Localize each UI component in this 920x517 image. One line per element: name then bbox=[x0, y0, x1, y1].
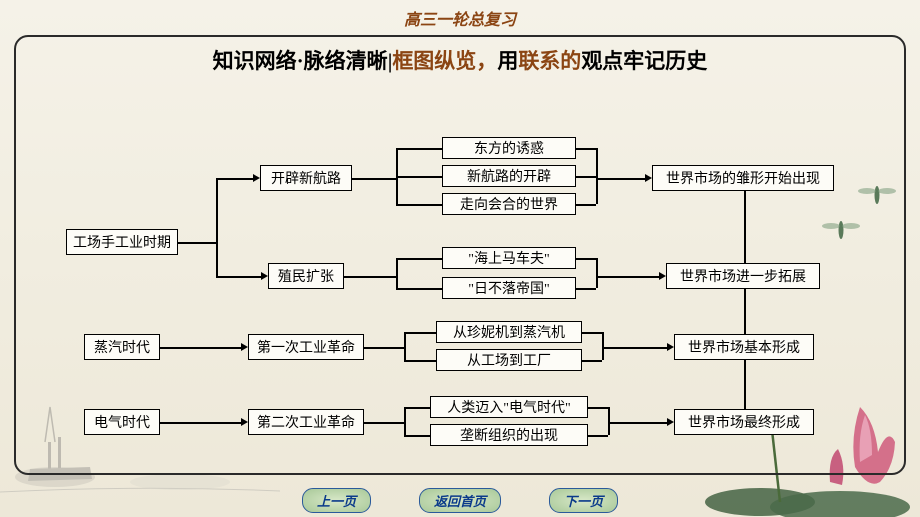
flowchart-diagram: 工场手工业时期蒸汽时代电气时代 开辟新航路殖民扩张第一次工业革命第二次工业革命 东方… bbox=[16, 79, 904, 459]
node-r1: 世界市场的雏形开始出现 bbox=[652, 165, 834, 191]
node-d1: 东方的诱惑 bbox=[442, 137, 576, 159]
diagram-title: 知识网络·脉络清晰|框图纵览，用联系的观点牢记历史 bbox=[16, 37, 904, 79]
node-d5: "日不落帝国" bbox=[442, 277, 576, 299]
node-era1: 工场手工业时期 bbox=[66, 229, 178, 255]
node-d2: 新航路的开辟 bbox=[442, 165, 576, 187]
prev-button[interactable]: 上一页 bbox=[302, 488, 371, 513]
node-mid3: 第一次工业革命 bbox=[248, 334, 364, 360]
node-d7: 从工场到工厂 bbox=[436, 349, 582, 371]
title-part-b4: 观点牢记历史 bbox=[581, 49, 707, 73]
node-d9: 垄断组织的出现 bbox=[430, 424, 588, 446]
title-part-a: 知识网络·脉络清晰 bbox=[213, 49, 388, 73]
node-r4: 世界市场最终形成 bbox=[674, 409, 814, 435]
node-d8: 人类迈入"电气时代" bbox=[430, 396, 588, 418]
footer-nav: 上一页 返回首页 下一页 bbox=[0, 488, 920, 513]
node-mid2: 殖民扩张 bbox=[268, 263, 344, 289]
page-header: 高三一轮总复习 bbox=[0, 0, 920, 33]
node-d6: 从珍妮机到蒸汽机 bbox=[436, 321, 582, 343]
next-button[interactable]: 下一页 bbox=[549, 488, 618, 513]
title-part-b3: 联系的 bbox=[518, 49, 581, 73]
content-frame: 知识网络·脉络清晰|框图纵览，用联系的观点牢记历史 工场手工业时期蒸汽时代电气时… bbox=[14, 35, 906, 475]
node-d4: "海上马车夫" bbox=[442, 247, 576, 269]
home-button[interactable]: 返回首页 bbox=[419, 488, 501, 513]
node-era2: 蒸汽时代 bbox=[84, 334, 160, 360]
node-era3: 电气时代 bbox=[84, 409, 160, 435]
node-r3: 世界市场基本形成 bbox=[674, 334, 814, 360]
title-part-b1: 框图纵览， bbox=[392, 49, 497, 73]
node-d3: 走向会合的世界 bbox=[442, 193, 576, 215]
node-mid4: 第二次工业革命 bbox=[248, 409, 364, 435]
node-mid1: 开辟新航路 bbox=[260, 165, 352, 191]
node-r2: 世界市场进一步拓展 bbox=[666, 263, 820, 289]
title-part-b2: 用 bbox=[497, 49, 518, 73]
